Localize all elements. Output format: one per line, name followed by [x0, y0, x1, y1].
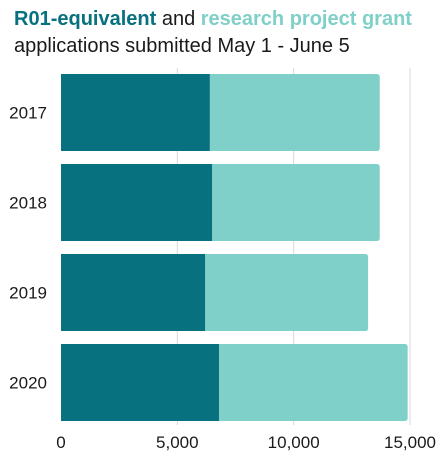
x-tick-label-0: 0 [56, 433, 65, 452]
category-label-2018: 2018 [9, 194, 47, 213]
title-series1-label: R01-equivalent [14, 8, 157, 30]
chart-title: R01-equivalent and research project gran… [14, 6, 439, 60]
bar-2019-series-2 [205, 254, 369, 331]
bar-2017-series-1 [61, 74, 210, 151]
title-series2-label: research project grant [200, 8, 412, 30]
bar-2017-series-2 [209, 74, 380, 151]
bar-2018-series-2 [212, 164, 380, 241]
category-label-2019: 2019 [9, 284, 47, 303]
category-label-2020: 2020 [9, 374, 47, 393]
x-tick-label-1: 5,000 [156, 433, 199, 452]
title-line2: applications submitted May 1 - June 5 [14, 35, 350, 57]
x-tick-label-3: 15,000 [384, 433, 436, 452]
bar-2020-series-1 [61, 344, 220, 421]
bar-2019-series-1 [61, 254, 206, 331]
x-tick-label-2: 10,000 [268, 433, 320, 452]
title-connector: and [156, 8, 201, 30]
bar-2018-series-1 [61, 164, 213, 241]
category-label-2017: 2017 [9, 104, 47, 123]
bar-2020-series-2 [219, 344, 408, 421]
